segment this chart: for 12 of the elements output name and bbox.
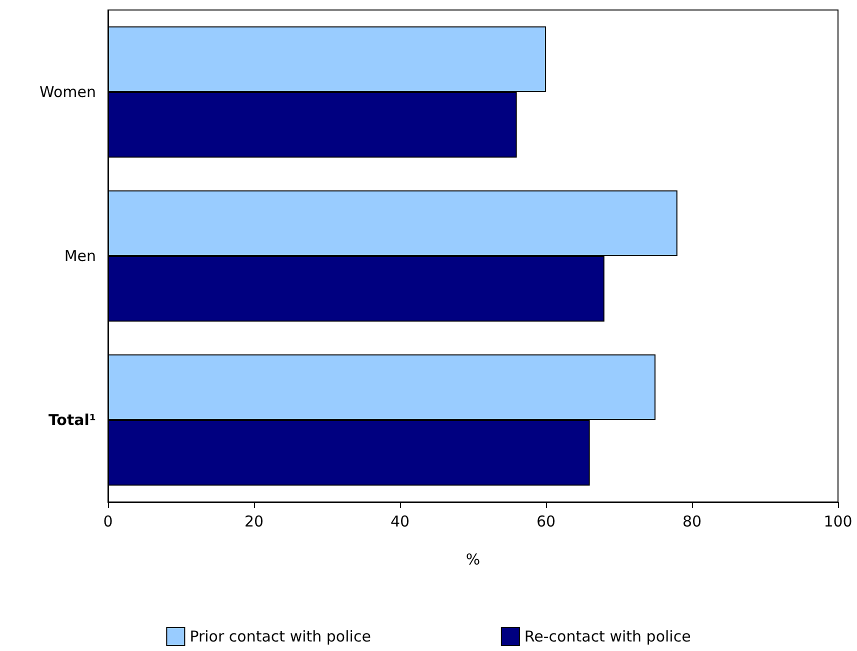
legend-label: Re-contact with police — [524, 628, 691, 646]
y-tick-label: Women — [40, 83, 96, 101]
x-tick-label: 0 — [103, 512, 113, 530]
x-axis-title: % — [466, 550, 480, 568]
x-tick-label: 100 — [824, 512, 852, 530]
x-tick-label: 20 — [244, 512, 264, 530]
legend-label: Prior contact with police — [190, 628, 371, 646]
y-tick-label: Men — [64, 247, 96, 265]
y-tick-label: Total¹ — [48, 411, 96, 429]
x-tick-label: 60 — [536, 512, 556, 530]
x-tick-label: 80 — [682, 512, 702, 530]
x-tick-label: 40 — [390, 512, 410, 530]
